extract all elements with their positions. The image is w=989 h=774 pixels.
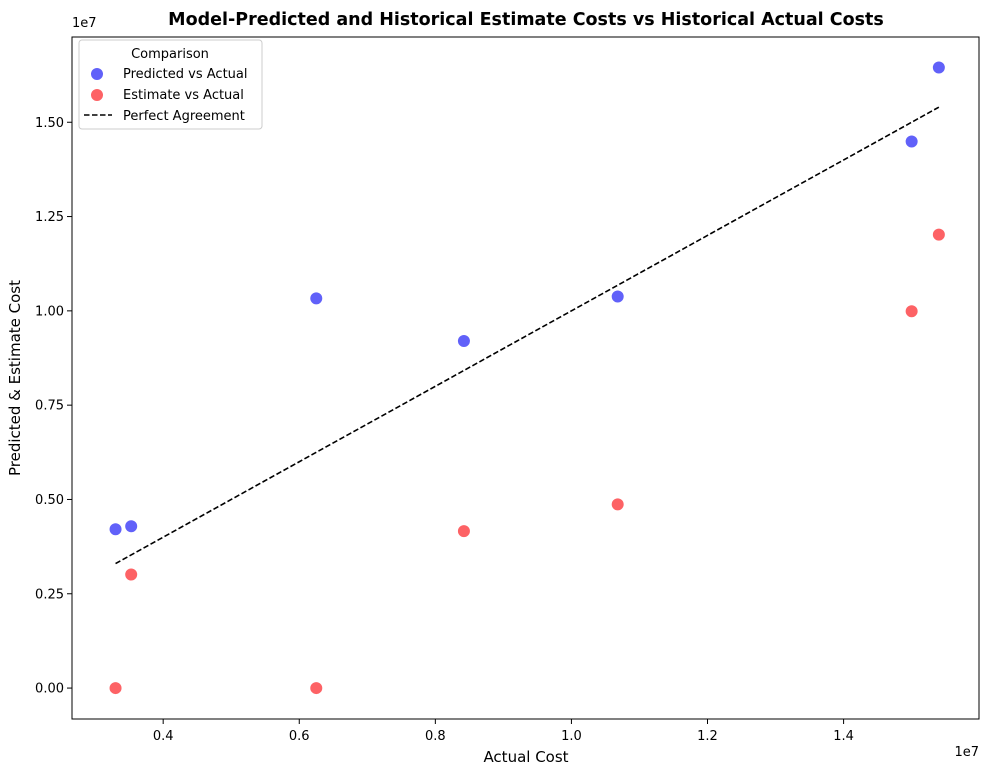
predicted-point <box>931 60 946 75</box>
y-axis-label: Predicted & Estimate Cost <box>6 280 24 476</box>
predicted-point <box>456 334 471 349</box>
y-tick-label: 1.00 <box>35 304 64 319</box>
legend-marker-estimate <box>90 88 104 102</box>
y-tick-label: 1.50 <box>35 116 64 131</box>
estimate-point <box>931 227 946 242</box>
plot-area <box>108 60 946 696</box>
x-tick-label: 0.4 <box>153 729 174 744</box>
x-tick-label: 0.6 <box>289 729 310 744</box>
chart-title: Model-Predicted and Historical Estimate … <box>168 10 884 30</box>
estimate-point <box>108 681 123 696</box>
legend-box <box>78 39 263 130</box>
predicted-point <box>309 291 324 306</box>
predicted-point <box>108 522 123 537</box>
y-tick-label: 0.75 <box>35 399 64 414</box>
y-offset-label: 1e7 <box>72 16 97 31</box>
predicted-point <box>904 134 919 149</box>
legend-label-predicted: Predicted vs Actual <box>123 67 247 82</box>
x-tick-label: 0.8 <box>425 729 446 744</box>
estimate-point <box>904 304 919 319</box>
x-tick-label: 1.4 <box>833 729 854 744</box>
legend-label-perfect-agreement: Perfect Agreement <box>123 109 245 124</box>
y-axis: 0.00 0.25 0.50 0.75 1.00 1.25 1.50 <box>35 116 72 697</box>
predicted-point <box>124 519 139 534</box>
legend-label-estimate: Estimate vs Actual <box>123 88 244 103</box>
x-offset-label: 1e7 <box>954 745 979 760</box>
legend-marker-predicted <box>90 67 104 81</box>
plot-frame <box>71 36 980 720</box>
legend-title: Comparison <box>131 47 209 62</box>
y-tick-label: 0.00 <box>35 682 64 697</box>
y-tick-label: 1.25 <box>35 210 64 225</box>
x-tick-label: 1.0 <box>561 729 582 744</box>
legend: Comparison Predicted vs Actual Estimate … <box>78 39 263 130</box>
y-tick-label: 0.50 <box>35 493 64 508</box>
estimate-point <box>456 524 471 539</box>
y-tick-label: 0.25 <box>35 587 64 602</box>
estimate-point <box>309 681 324 696</box>
x-axis: 0.4 0.6 0.8 1.0 1.2 1.4 <box>153 719 854 744</box>
perfect-agreement-line <box>115 106 940 565</box>
x-tick-label: 1.2 <box>697 729 718 744</box>
x-axis-label: Actual Cost <box>483 748 568 766</box>
predicted-point <box>610 289 625 304</box>
estimate-point <box>610 497 625 512</box>
estimate-point <box>124 567 139 582</box>
